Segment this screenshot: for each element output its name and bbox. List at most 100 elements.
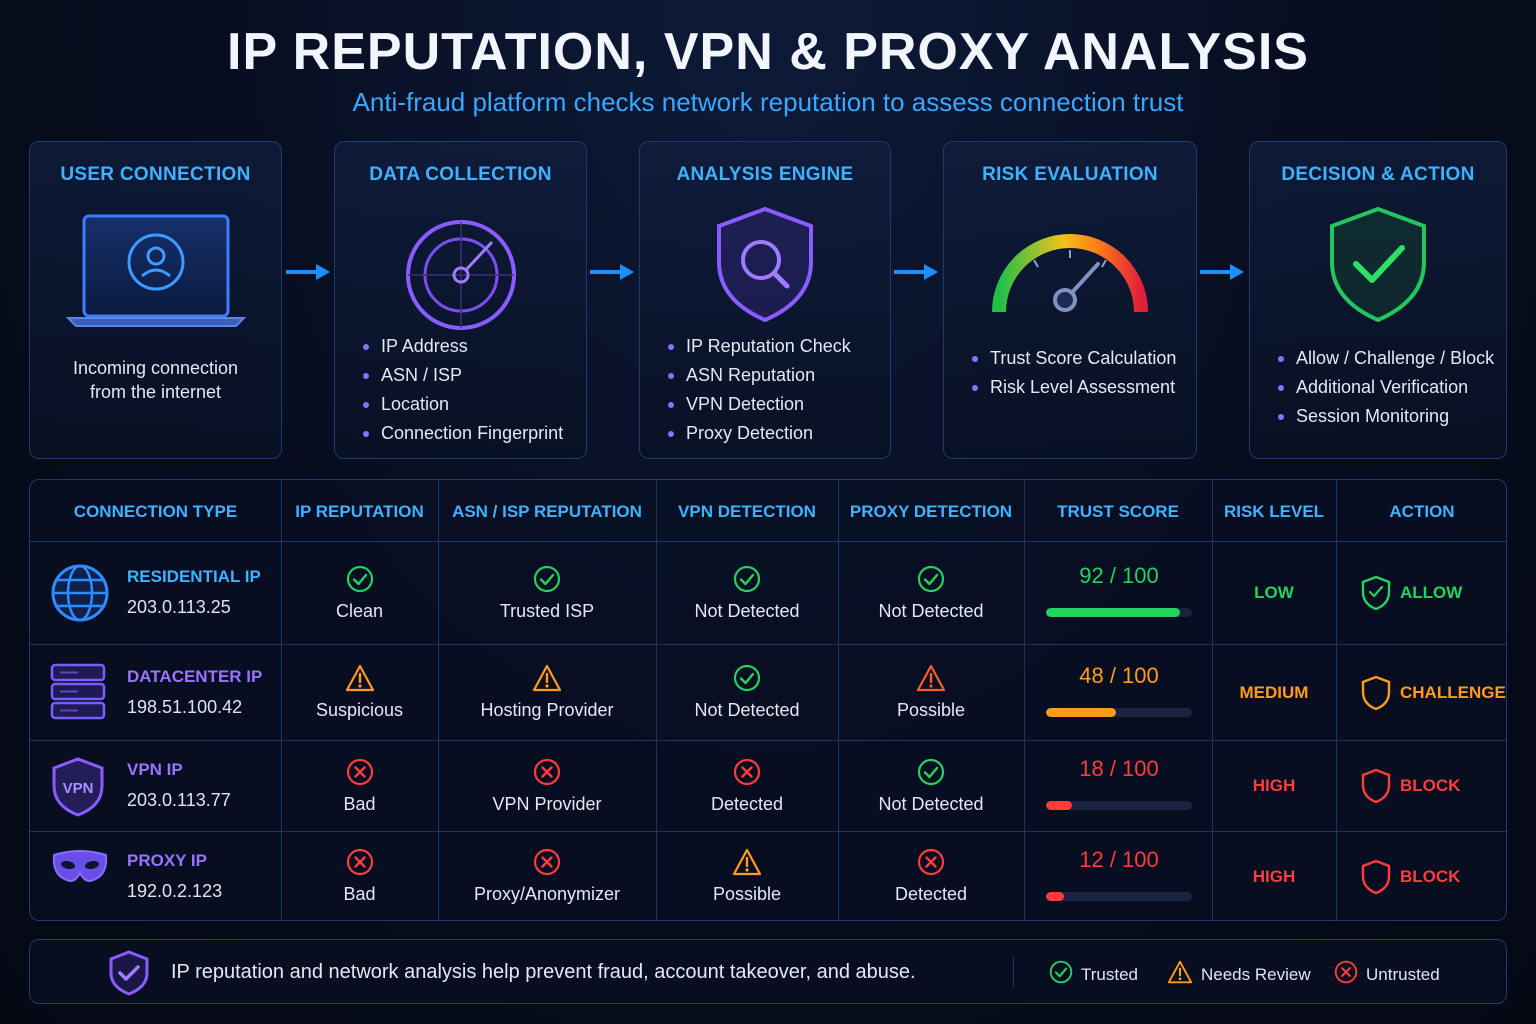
step-decision-action: DECISION & ACTION Allow / Challenge / Bl…	[1249, 141, 1507, 459]
list-item: Connection Fingerprint	[363, 419, 563, 448]
step-bullet-list: IP Address ASN / ISP Location Connection…	[363, 332, 563, 448]
cell-text: Possible	[712, 884, 782, 904]
cell-proxy: Possible	[838, 645, 1024, 740]
connection-type: RESIDENTIAL IP	[127, 567, 261, 586]
list-item: Location	[363, 390, 563, 419]
trust-score-bar-fill	[1046, 608, 1181, 617]
trust-score-bar-fill	[1046, 707, 1117, 717]
flow-arrow-icon	[590, 264, 634, 280]
trust-score: 92 / 100	[1079, 563, 1159, 588]
row-divider	[30, 644, 1506, 645]
server-icon	[50, 663, 106, 726]
cell-text: Not Detected	[694, 700, 800, 720]
cell-text: Proxy/Anonymizer	[473, 884, 621, 904]
list-item: Session Monitoring	[1278, 402, 1494, 431]
svg-text:VPN: VPN	[63, 780, 94, 797]
laptop-user-icon	[65, 212, 246, 337]
cell-text: Trusted ISP	[499, 600, 595, 621]
gauge-icon	[985, 222, 1155, 327]
step-user-connection: USER CONNECTION Incoming connection from…	[29, 141, 282, 459]
step-title: RISK EVALUATION	[982, 164, 1158, 185]
footer-divider	[1013, 956, 1014, 988]
cell-text: Possible	[896, 700, 966, 720]
cell-vpn: Not Detected	[656, 645, 838, 740]
cell-vpn: Not Detected	[656, 542, 838, 644]
risk-level: LOW	[1254, 583, 1294, 602]
step-bullet-list: Trust Score Calculation Risk Level Asses…	[972, 344, 1176, 402]
column-header: CONNECTION TYPE	[73, 502, 238, 521]
connection-type: VPN IP	[127, 760, 183, 779]
check-circle-icon	[733, 565, 761, 595]
trust-score: 18 / 100	[1079, 756, 1159, 781]
legend-label: Trusted	[1081, 964, 1139, 984]
trust-score-bar	[1046, 801, 1192, 810]
column-divider	[838, 480, 839, 920]
cell-text: Detected	[894, 884, 968, 904]
legend-untrusted: Untrusted	[1334, 960, 1440, 989]
legend-label: Needs Review	[1201, 964, 1311, 984]
cell-ip-rep: Bad	[281, 832, 438, 921]
list-item: Proxy Detection	[668, 419, 851, 448]
warning-icon	[345, 664, 375, 694]
step-data-collection: DATA COLLECTION IP Address ASN / ISP Loc…	[334, 141, 587, 459]
action-label: ALLOW	[1400, 583, 1463, 602]
column-header: ASN / ISP REPUTATION	[452, 502, 642, 521]
action-badge: BLOCK	[1360, 859, 1460, 895]
column-header: IP REPUTATION	[295, 502, 424, 521]
connection-analysis-table: CONNECTION TYPE IP REPUTATION ASN / ISP …	[29, 479, 1507, 921]
step-desc-line: Incoming connection	[72, 358, 239, 378]
warning-icon	[1167, 960, 1201, 989]
check-circle-icon	[917, 565, 945, 595]
step-description: Incoming connection from the internet	[30, 356, 281, 404]
list-item: VPN Detection	[668, 390, 851, 419]
shield-icon	[1361, 675, 1391, 710]
step-title: USER CONNECTION	[60, 164, 251, 185]
cell-asn: VPN Provider	[438, 741, 656, 831]
column-divider	[281, 480, 282, 920]
column-header: TRUST SCORE	[1057, 502, 1179, 521]
cell-text: Suspicious	[315, 700, 404, 720]
shield-icon	[1361, 575, 1391, 611]
action-label: CHALLENGE	[1400, 682, 1506, 702]
column-divider	[1336, 480, 1337, 920]
shield-icon	[1361, 859, 1391, 894]
x-circle-icon	[533, 848, 561, 878]
check-circle-icon	[533, 565, 561, 595]
cell-proxy: Not Detected	[838, 741, 1024, 831]
cell-text: Bad	[343, 884, 376, 904]
action-label: BLOCK	[1400, 776, 1461, 795]
cell-asn: Trusted ISP	[438, 542, 656, 644]
action-badge: CHALLENGE	[1360, 675, 1506, 711]
cell-vpn: Possible	[656, 832, 838, 921]
trust-score: 48 / 100	[1079, 662, 1159, 688]
column-divider	[1212, 480, 1213, 920]
trust-score: 12 / 100	[1079, 846, 1159, 872]
step-title: ANALYSIS ENGINE	[676, 164, 854, 185]
column-divider	[1024, 480, 1025, 920]
action-badge: ALLOW	[1360, 575, 1462, 611]
step-title: DATA COLLECTION	[369, 164, 552, 185]
radar-icon	[404, 218, 518, 337]
trust-score-bar-fill	[1046, 801, 1073, 810]
x-circle-icon	[917, 848, 945, 878]
ip-address: 192.0.2.123	[127, 880, 223, 901]
list-item: Risk Level Assessment	[972, 373, 1176, 402]
column-divider	[656, 480, 657, 920]
check-circle-icon	[346, 565, 374, 595]
check-circle-icon	[733, 664, 761, 694]
page-title: IP REPUTATION, VPN & PROXY ANALYSIS	[227, 23, 1309, 81]
shield-search-icon	[713, 206, 817, 329]
cell-proxy: Not Detected	[838, 542, 1024, 644]
column-header: ACTION	[1389, 502, 1455, 521]
list-item: IP Reputation Check	[668, 332, 851, 361]
connection-type: DATACENTER IP	[127, 666, 263, 686]
trust-score-bar	[1046, 891, 1192, 901]
page-subtitle: Anti-fraud platform checks network reput…	[352, 87, 1184, 117]
flow-arrow-icon	[894, 264, 938, 280]
cell-ip-rep: Suspicious	[281, 645, 438, 740]
cell-text: Detected	[710, 793, 784, 814]
footer-banner: IP reputation and network analysis help …	[29, 939, 1507, 1004]
list-item: ASN / ISP	[363, 361, 563, 390]
list-item: Additional Verification	[1278, 373, 1494, 402]
x-circle-icon	[346, 758, 374, 788]
